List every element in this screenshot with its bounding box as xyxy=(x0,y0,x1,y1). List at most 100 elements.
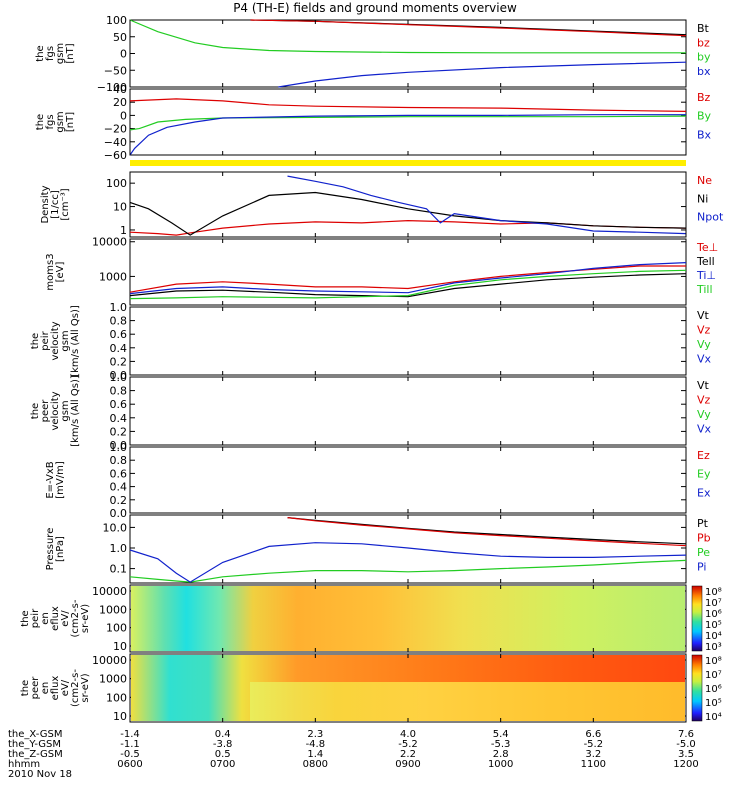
x-axis-value: 3.5 xyxy=(678,749,694,760)
legend-ne: Ne xyxy=(697,174,712,187)
x-axis-value: 2.2 xyxy=(400,749,416,760)
x-axis-value: -5.2 xyxy=(584,739,604,750)
series-line-ni xyxy=(129,191,687,236)
legend-bt: Bt xyxy=(697,22,710,35)
y-tick-label: 0.8 xyxy=(110,385,128,398)
legend-bx: bx xyxy=(697,65,711,78)
y-tick-label: 0.4 xyxy=(110,342,128,355)
y-tick-label: 1.0 xyxy=(110,371,128,384)
colorbar-label: 10⁷ xyxy=(705,598,722,609)
y-tick-label: 1000 xyxy=(99,673,127,686)
y-axis-label: [km/s (All Qs)] xyxy=(70,375,81,447)
y-tick-label: −50 xyxy=(104,64,127,77)
legend-vt: Vt xyxy=(697,309,710,322)
y-tick-label: −60 xyxy=(104,149,127,162)
x-axis-value: -5.3 xyxy=(491,739,511,750)
y-axis-label: velocity xyxy=(50,391,61,430)
colorbar-label: 10⁷ xyxy=(705,670,722,681)
series-line-pi xyxy=(129,542,687,583)
y-axis-label: velocity xyxy=(50,321,61,360)
x-axis-value: 5.4 xyxy=(493,729,509,740)
series-line-bz xyxy=(129,98,687,112)
series-line-pe xyxy=(129,559,687,583)
x-axis-value: -5.2 xyxy=(398,739,418,750)
spectrogram-low-energy xyxy=(250,682,685,721)
x-axis-row-label: hhmm xyxy=(8,759,40,770)
y-axis-label: the xyxy=(30,333,41,349)
series-line-by xyxy=(129,19,686,54)
x-axis-value: 6.6 xyxy=(585,729,601,740)
legend-vx: Vx xyxy=(697,423,712,436)
y-tick-label: 1 xyxy=(120,224,127,237)
y-axis-label: gsm xyxy=(60,330,71,351)
y-axis-label: en xyxy=(40,682,51,695)
x-axis-value: -5.0 xyxy=(676,739,696,750)
y-tick-label: 10000 xyxy=(92,236,127,249)
y-tick-label: 100 xyxy=(106,622,127,635)
panel-frame xyxy=(129,19,687,88)
y-axis-label: the xyxy=(20,610,31,626)
y-axis-label: the xyxy=(35,45,46,61)
x-axis-value: 7.6 xyxy=(678,729,694,740)
legend-pe: Pe xyxy=(697,546,710,559)
panel-frame xyxy=(129,306,687,376)
y-axis-label: E=-VxB xyxy=(45,461,56,498)
x-axis-value: 0.4 xyxy=(215,729,231,740)
colorbar xyxy=(691,654,703,722)
colorbar-label: 10⁸ xyxy=(705,587,722,598)
y-tick-label: −100 xyxy=(97,81,127,94)
y-axis-label: eV/ xyxy=(60,679,71,696)
y-axis-label: the xyxy=(30,403,41,419)
x-axis-value: 0.5 xyxy=(215,749,231,760)
y-axis-label: moms3 xyxy=(45,253,56,290)
y-tick-label: 0 xyxy=(120,109,127,122)
x-axis-value: -4.8 xyxy=(306,739,326,750)
x-axis-row-label: the_Y-GSM xyxy=(8,739,61,750)
y-axis-label: the xyxy=(35,114,46,130)
legend-vy: Vy xyxy=(697,408,711,421)
y-tick-label: 100 xyxy=(106,14,127,27)
y-tick-label: 50 xyxy=(113,31,127,44)
y-axis-label: (cm2-s- xyxy=(70,599,81,637)
legend-te: Te⊥ xyxy=(696,241,718,254)
legend-pb: Pb xyxy=(697,532,711,545)
plot-title: P4 (TH-E) fields and ground moments over… xyxy=(233,1,517,15)
legend-pi: Pi xyxy=(697,561,706,574)
colorbar-label: 10⁴ xyxy=(705,712,722,723)
series-line-tell xyxy=(129,273,687,298)
y-tick-label: 0.4 xyxy=(110,412,128,425)
y-axis-label: (cm2-s- xyxy=(70,669,81,707)
y-tick-label: 0.0 xyxy=(110,369,128,382)
y-axis-label: eflux xyxy=(50,676,61,701)
legend-by: By xyxy=(697,110,712,123)
y-axis-label: fgs xyxy=(45,114,56,129)
y-axis-label: [eV] xyxy=(55,262,66,283)
x-axis-value: 1200 xyxy=(673,759,698,770)
y-tick-label: 0.2 xyxy=(110,494,128,507)
series-line-bz xyxy=(250,19,687,37)
x-axis-row-label: the_X-GSM xyxy=(8,729,62,740)
y-axis-label: peer xyxy=(40,399,51,423)
y-tick-label: 0.2 xyxy=(110,425,128,438)
legend-npot: Npot xyxy=(697,211,724,224)
y-tick-label: −20 xyxy=(104,123,127,136)
colorbar-label: 10⁶ xyxy=(705,684,722,695)
y-tick-label: 0.1 xyxy=(110,563,128,576)
series-line-pt xyxy=(287,517,687,545)
y-axis-label: [1/cc] xyxy=(50,190,61,219)
legend-pt: Pt xyxy=(697,517,709,530)
x-axis-value: 0600 xyxy=(117,759,142,770)
spectrogram xyxy=(131,586,685,651)
y-axis-label: peir xyxy=(40,330,51,350)
legend-ex: Ex xyxy=(697,486,711,499)
series-line-bx xyxy=(129,114,686,156)
y-axis-label: [nPa] xyxy=(55,536,66,562)
x-axis-value: -1.1 xyxy=(120,739,140,750)
y-tick-label: 10 xyxy=(113,710,127,723)
y-tick-label: −40 xyxy=(104,136,127,149)
series-line-ti xyxy=(129,262,687,295)
legend-bz: bz xyxy=(697,36,710,49)
legend-ni: Ni xyxy=(697,192,708,205)
series-line-ne xyxy=(129,219,687,236)
